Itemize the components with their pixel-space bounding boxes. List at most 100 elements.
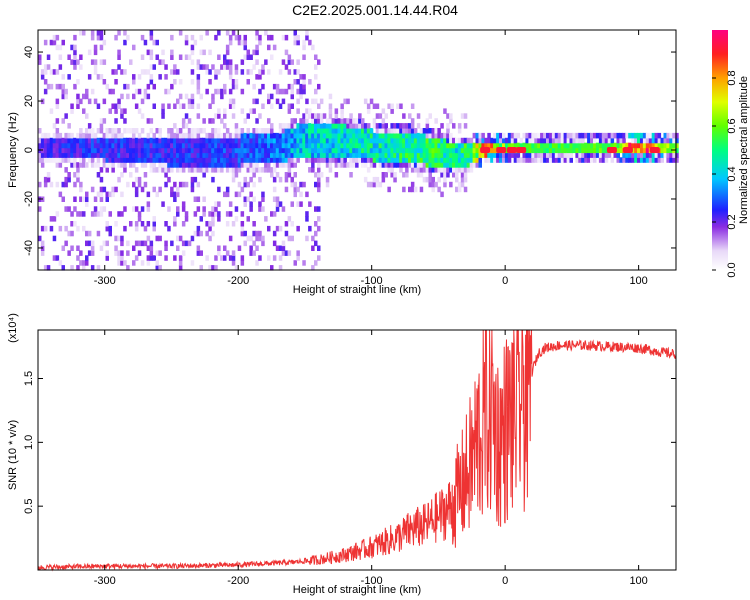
spectrogram-cell [275, 147, 280, 154]
spectrogram-cell [231, 255, 236, 261]
spectrogram-cell [217, 88, 221, 95]
spectrogram-cell [328, 162, 333, 168]
spectrogram-cell [287, 162, 292, 168]
spectrogram-cell [314, 88, 318, 95]
spectrogram-cell [264, 162, 268, 168]
spectrogram-cell [167, 147, 171, 154]
spectrogram-cell [399, 152, 403, 158]
spectrogram-cell [325, 142, 330, 149]
spectrogram-cell [105, 83, 109, 90]
spectrogram-cell [431, 142, 435, 149]
spectrogram-cell [132, 206, 136, 212]
spectrogram-cell [484, 152, 488, 158]
spectrogram-cell [625, 132, 629, 139]
spectrogram-cell [328, 147, 333, 154]
spectrogram-cell [534, 132, 538, 139]
spectrogram-cell [363, 162, 368, 168]
spectrogram-cell [422, 147, 427, 154]
spectrogram-cell [413, 147, 418, 154]
spectrogram-cell [372, 137, 377, 144]
spectrogram-cell [302, 54, 306, 60]
spectrogram-cell [457, 123, 462, 129]
spectrogram-cell [352, 128, 356, 134]
spectrogram-cell [120, 113, 124, 119]
spectrogram-cell [264, 30, 268, 36]
spectrogram-cell [293, 137, 297, 144]
spectrogram-cell [290, 59, 294, 65]
spectrogram-cell [258, 69, 262, 75]
spectrogram-cell [43, 88, 48, 95]
spectrogram-cell [67, 250, 71, 256]
spectrogram-cell [281, 34, 286, 41]
spectrogram-cell [284, 230, 289, 237]
spectrogram-cell [428, 128, 432, 134]
spectrogram-cell [146, 142, 151, 149]
spectrogram-cell [199, 137, 203, 144]
spectrogram-cell [132, 74, 136, 80]
spectrogram-cell [431, 176, 435, 183]
spectrogram-cell [234, 147, 239, 154]
spectrogram-cell [349, 118, 353, 124]
spectrogram-cell [255, 137, 259, 144]
spectrogram-cell [237, 147, 242, 154]
spectrogram-cell [443, 172, 447, 178]
spectrogram-cell [184, 142, 189, 149]
spectrogram-cell [161, 201, 165, 207]
spectrogram-cell [619, 142, 623, 149]
spectrogram-cell [601, 132, 606, 139]
spectrogram-cell [158, 59, 162, 65]
spectrogram-cell [164, 221, 168, 227]
spectrogram-cell [173, 191, 177, 198]
spectrogram-cell [604, 132, 609, 139]
spectrogram-cell [296, 69, 300, 75]
spectrogram-cell [287, 172, 292, 178]
spectrogram-cell [85, 260, 89, 266]
spectrogram-cell [381, 142, 386, 149]
spectrogram-cell [76, 137, 80, 144]
spectrogram-cell [134, 103, 139, 109]
spectrogram-cell [170, 162, 174, 168]
spectrogram-cell [129, 59, 133, 65]
spectrogram-cell [96, 30, 101, 36]
spectrogram-cell [437, 142, 441, 149]
spectrogram-cell [181, 152, 186, 158]
spectrogram-cell [255, 162, 259, 168]
spectrogram-cell [143, 172, 148, 178]
spectrogram-cell [267, 93, 271, 100]
spectrogram-cell [120, 137, 124, 144]
spectrogram-cell [293, 172, 297, 178]
spectrogram-cell [355, 157, 359, 163]
spectrogram-cell [654, 152, 659, 158]
spectrogram-cell [548, 132, 553, 139]
spectrogram-cell [255, 74, 259, 80]
spectrogram-cell [258, 157, 262, 163]
spectrogram-cell [255, 230, 259, 237]
spectrogram-cell [607, 152, 612, 158]
spectrogram-cell [531, 147, 535, 154]
spectrogram-cell [217, 152, 221, 158]
spectrogram-cell [457, 167, 462, 173]
spectrogram-cell [355, 152, 359, 158]
spectrogram-cell [178, 30, 183, 36]
spectrogram-cell [393, 162, 397, 168]
spectrogram-cell [569, 137, 573, 144]
spectrogram-cell [416, 167, 421, 173]
spectrogram-cell [85, 128, 89, 134]
spectrogram-cell [249, 206, 253, 212]
spectrogram-cell [225, 132, 230, 139]
spectrogram-cell [164, 157, 168, 163]
spectrogram-cell [560, 137, 565, 144]
snr-frame [37, 329, 677, 571]
spectrogram-cell [167, 162, 171, 168]
spectrogram-cell [293, 142, 297, 149]
spectrogram-cell [607, 137, 612, 144]
spectrogram-cell [672, 137, 676, 144]
spectrogram-cell [211, 206, 215, 212]
spectrogram-cell [208, 162, 212, 168]
spectrogram-cell [58, 157, 63, 163]
spectrogram-cell [225, 191, 230, 198]
spectrogram-cell [217, 69, 221, 75]
spectrogram-y-tick-label: 0 [23, 147, 35, 153]
spectrogram-cell [443, 152, 447, 158]
spectrogram-cell [261, 206, 265, 212]
